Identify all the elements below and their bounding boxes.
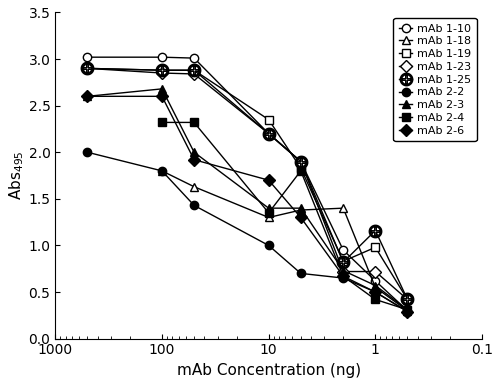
mAb 1-19 bbox=[266, 117, 272, 122]
mAb 1-25 bbox=[340, 260, 346, 264]
mAb 1-18 bbox=[159, 169, 165, 173]
mAb 2-6 bbox=[404, 309, 410, 314]
Legend: mAb 1-10, mAb 1-18, mAb 1-19, mAb 1-23, mAb 1-25, mAb 2-2, mAb 2-3, mAb 2-4, mAb: mAb 1-10, mAb 1-18, mAb 1-19, mAb 1-23, … bbox=[394, 18, 476, 141]
mAb 1-10 bbox=[404, 308, 410, 313]
Line: mAb 1-25: mAb 1-25 bbox=[81, 62, 413, 306]
mAb 1-18 bbox=[404, 308, 410, 313]
mAb 2-2 bbox=[84, 150, 90, 154]
mAb 2-3 bbox=[266, 206, 272, 211]
Y-axis label: Abs$_{495}$: Abs$_{495}$ bbox=[7, 151, 26, 200]
mAb 2-4 bbox=[298, 169, 304, 173]
mAb 2-2 bbox=[372, 290, 378, 295]
mAb 2-4 bbox=[372, 297, 378, 302]
mAb 2-3 bbox=[159, 87, 165, 91]
mAb 2-2 bbox=[159, 169, 165, 173]
mAb 1-18 bbox=[191, 184, 197, 189]
mAb 1-10 bbox=[266, 131, 272, 136]
mAb 2-4 bbox=[340, 274, 346, 278]
mAb 1-18 bbox=[266, 215, 272, 220]
mAb 2-6 bbox=[340, 274, 346, 278]
Line: mAb 2-2: mAb 2-2 bbox=[83, 148, 411, 316]
mAb 2-3 bbox=[298, 206, 304, 211]
mAb 2-6 bbox=[84, 94, 90, 99]
mAb 2-3 bbox=[191, 150, 197, 154]
mAb 1-18 bbox=[372, 285, 378, 290]
mAb 1-19 bbox=[159, 68, 165, 72]
mAb 2-3 bbox=[372, 283, 378, 288]
mAb 1-19 bbox=[298, 166, 304, 171]
mAb 2-6 bbox=[191, 157, 197, 162]
Line: mAb 1-18: mAb 1-18 bbox=[158, 167, 411, 315]
mAb 1-10 bbox=[159, 55, 165, 60]
mAb 1-23 bbox=[159, 71, 165, 75]
mAb 1-23 bbox=[298, 159, 304, 164]
mAb 1-19 bbox=[404, 297, 410, 302]
mAb 2-3 bbox=[340, 268, 346, 273]
mAb 2-4 bbox=[159, 120, 165, 125]
mAb 2-2 bbox=[191, 203, 197, 208]
mAb 2-2 bbox=[404, 309, 410, 314]
mAb 1-25 bbox=[404, 297, 410, 302]
mAb 2-4 bbox=[191, 120, 197, 125]
mAb 2-3 bbox=[84, 94, 90, 99]
mAb 1-25 bbox=[159, 68, 165, 72]
mAb 1-23 bbox=[372, 269, 378, 274]
mAb 2-6 bbox=[298, 215, 304, 220]
mAb 1-23 bbox=[191, 72, 197, 76]
Line: mAb 1-23: mAb 1-23 bbox=[83, 64, 411, 304]
mAb 1-25 bbox=[191, 68, 197, 72]
Line: mAb 1-10: mAb 1-10 bbox=[83, 53, 411, 315]
mAb 1-25 bbox=[372, 228, 378, 233]
X-axis label: mAb Concentration (ng): mAb Concentration (ng) bbox=[176, 363, 360, 378]
Line: mAb 2-6: mAb 2-6 bbox=[83, 92, 411, 316]
mAb 2-6 bbox=[372, 290, 378, 295]
mAb 2-2 bbox=[340, 276, 346, 280]
Line: mAb 1-19: mAb 1-19 bbox=[83, 64, 411, 304]
mAb 2-3 bbox=[404, 308, 410, 312]
mAb 1-18 bbox=[340, 206, 346, 211]
mAb 1-10 bbox=[298, 159, 304, 164]
mAb 1-19 bbox=[372, 245, 378, 249]
mAb 2-2 bbox=[298, 271, 304, 276]
mAb 1-25 bbox=[298, 159, 304, 164]
mAb 1-10 bbox=[340, 248, 346, 253]
mAb 1-25 bbox=[266, 131, 272, 136]
mAb 1-19 bbox=[191, 68, 197, 72]
mAb 1-10 bbox=[84, 55, 90, 60]
mAb 2-2 bbox=[266, 243, 272, 248]
mAb 1-23 bbox=[266, 131, 272, 136]
mAb 1-23 bbox=[404, 297, 410, 302]
mAb 1-10 bbox=[372, 278, 378, 283]
mAb 1-18 bbox=[298, 208, 304, 213]
mAb 2-6 bbox=[159, 94, 165, 99]
mAb 2-4 bbox=[266, 211, 272, 215]
mAb 1-19 bbox=[340, 259, 346, 264]
mAb 1-19 bbox=[84, 66, 90, 71]
mAb 1-23 bbox=[84, 66, 90, 71]
Line: mAb 2-3: mAb 2-3 bbox=[83, 85, 411, 314]
mAb 2-4 bbox=[404, 308, 410, 312]
mAb 2-6 bbox=[266, 178, 272, 182]
mAb 1-23 bbox=[340, 269, 346, 274]
mAb 1-25 bbox=[84, 66, 90, 71]
mAb 1-10 bbox=[191, 56, 197, 60]
Line: mAb 2-4: mAb 2-4 bbox=[158, 118, 411, 314]
